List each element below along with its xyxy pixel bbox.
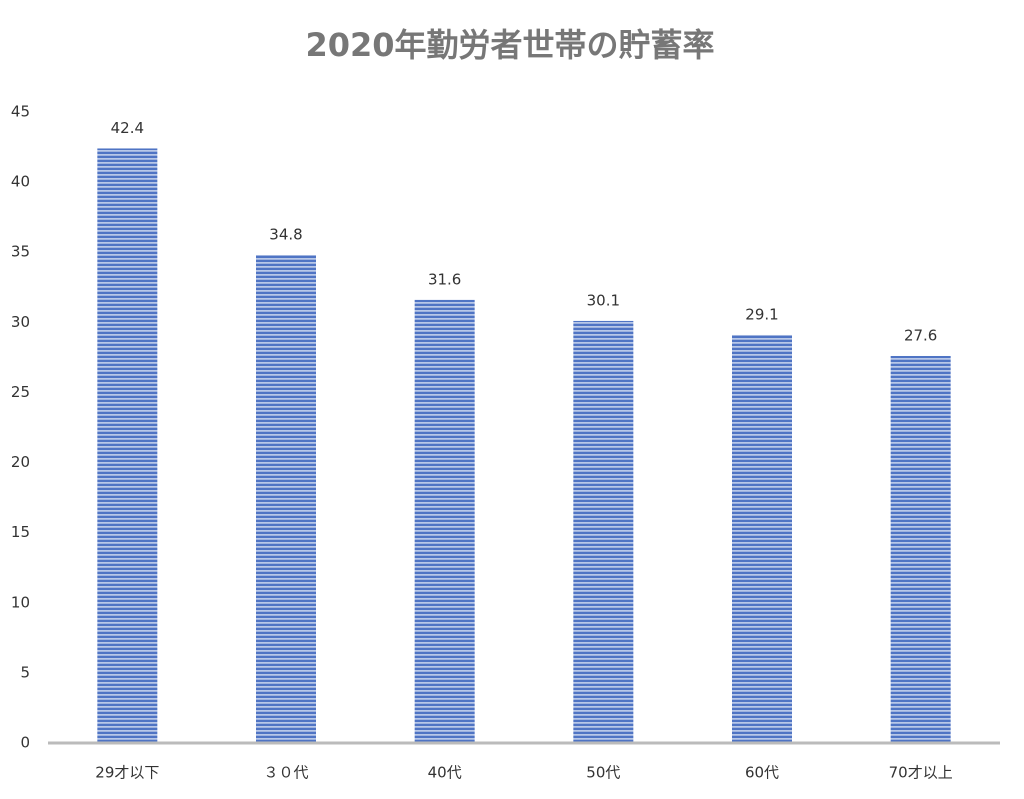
y-tick-label: 45: [11, 103, 30, 121]
data-label: 30.1: [587, 291, 620, 309]
x-tick-label: 70才以上: [889, 764, 953, 782]
bar: [97, 148, 158, 744]
y-tick-label: 35: [11, 243, 30, 261]
y-tick-label: 20: [11, 453, 30, 471]
bar: [256, 255, 316, 743]
bar: [732, 334, 792, 743]
x-tick-label: 60代: [745, 764, 779, 782]
data-label: 31.6: [428, 270, 461, 288]
y-tick-label: 25: [11, 383, 30, 401]
data-label: 27.6: [904, 326, 937, 344]
x-tick-label: 40代: [428, 764, 462, 782]
bar: [573, 320, 634, 743]
y-tick-label: 30: [11, 313, 30, 331]
x-tick-label: 50代: [586, 764, 620, 782]
bar: [414, 299, 475, 743]
y-tick-label: 5: [20, 663, 30, 681]
y-tick-label: 15: [11, 523, 30, 541]
chart-title: 2020年勤労者世帯の貯蓄率: [305, 26, 714, 64]
data-label: 29.1: [745, 305, 778, 323]
bar: [890, 355, 951, 743]
y-tick-label: 0: [20, 734, 30, 752]
data-label: 34.8: [269, 226, 302, 244]
y-tick-label: 40: [11, 173, 30, 191]
data-label: 42.4: [111, 119, 144, 137]
x-tick-label: 29才以下: [95, 764, 159, 782]
x-tick-label: ３０代: [263, 764, 308, 782]
y-tick-label: 10: [11, 593, 30, 611]
